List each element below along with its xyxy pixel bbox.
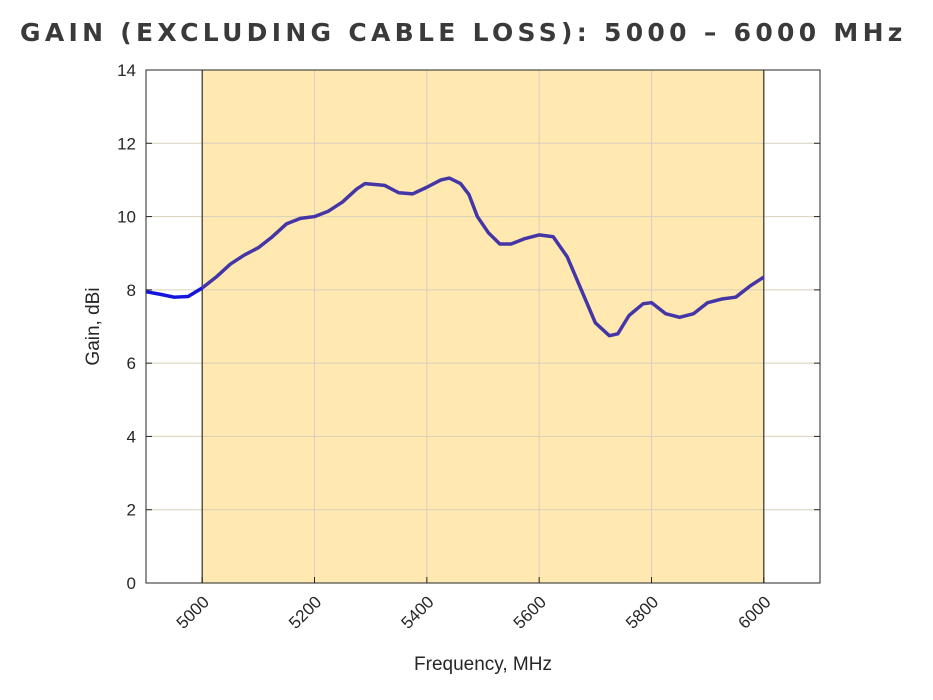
data-point [651, 302, 652, 304]
shaded-band [202, 70, 764, 583]
x-tick-label: 5400 [397, 592, 437, 632]
data-point [201, 287, 203, 289]
x-tick-label: 6000 [734, 592, 774, 632]
data-point [608, 335, 610, 337]
data-point [510, 243, 512, 245]
data-point [721, 298, 723, 300]
x-tick-label: 5200 [285, 592, 325, 632]
plot-frame [145, 69, 821, 584]
data-point [665, 313, 667, 315]
data-point [364, 183, 366, 185]
data-point [426, 186, 428, 188]
data-point [594, 322, 596, 324]
data-point [342, 201, 344, 203]
data-point [229, 263, 231, 265]
data-point [356, 188, 358, 190]
data-point [398, 192, 400, 194]
data-point [552, 236, 554, 238]
data-point [642, 303, 644, 305]
chart-title: GAIN (EXCLUDING CABLE LOSS): 5000 – 6000… [20, 18, 907, 47]
data-point [257, 247, 259, 249]
data-point [538, 234, 540, 236]
data-point [735, 296, 737, 298]
data-point [159, 293, 161, 295]
data-point [271, 236, 273, 238]
data-point [749, 285, 751, 287]
y-tick-label: 14 [117, 61, 136, 80]
data-point [499, 243, 501, 245]
data-point [693, 313, 695, 315]
data-point [488, 232, 490, 234]
x-axis-label: Frequency, MHz [414, 654, 552, 675]
gain-line [201, 176, 765, 338]
data-point [448, 177, 450, 179]
x-tick-label: 5800 [622, 592, 662, 632]
y-tick-label: 8 [127, 281, 136, 300]
y-axis-label: Gain, dBi [83, 287, 104, 365]
x-tick-label: 5000 [173, 592, 213, 632]
data-point [328, 210, 330, 212]
data-point [679, 316, 681, 318]
data-point [628, 315, 630, 317]
data-point [763, 276, 765, 278]
y-tick-label: 10 [117, 208, 136, 227]
data-point [384, 184, 386, 186]
data-point [187, 295, 189, 297]
y-tick-label: 4 [127, 427, 136, 446]
data-point [580, 289, 582, 291]
data-point [476, 216, 478, 218]
data-point [524, 238, 526, 240]
data-point [617, 333, 619, 335]
data-point [460, 183, 462, 185]
y-tick-label: 0 [127, 574, 136, 593]
data-point [285, 223, 287, 225]
data-point [314, 216, 315, 218]
data-point [440, 179, 442, 181]
y-tick-label: 6 [127, 354, 136, 373]
data-point [215, 276, 217, 278]
data-point [173, 296, 175, 298]
data-point [299, 217, 301, 219]
y-tick-label: 2 [127, 501, 136, 520]
x-tick-label: 5600 [510, 592, 550, 632]
data-point [412, 193, 414, 195]
data-point [707, 302, 709, 304]
data-point [243, 254, 245, 256]
y-tick-label: 12 [117, 134, 136, 153]
data-point [566, 256, 568, 258]
data-point [468, 194, 470, 196]
